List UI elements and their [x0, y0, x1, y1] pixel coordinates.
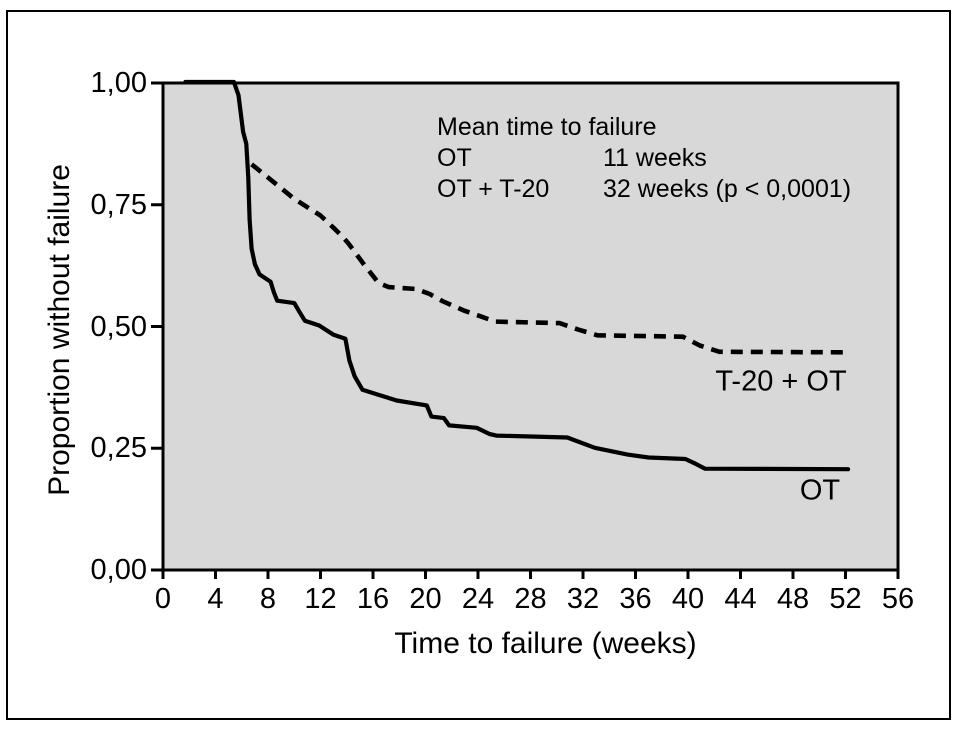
- x-tick-label: 24: [461, 583, 495, 615]
- annotation-title: Mean time to failure: [437, 113, 657, 141]
- x-tick-label: 16: [356, 583, 390, 615]
- x-tick-label: 48: [776, 583, 810, 615]
- x-tick-label: 8: [259, 583, 277, 615]
- annotation-row: OT 11 weeks: [437, 143, 851, 174]
- x-tick-label: 56: [881, 583, 915, 615]
- x-tick-label: 12: [304, 583, 337, 615]
- x-tick-label: 4: [207, 583, 224, 615]
- x-axis-title: Time to failure (weeks): [394, 627, 697, 660]
- y-tick-label: 0,25: [90, 432, 147, 465]
- annotation-row: OT + T-20 32 weeks (p < 0,0001): [437, 174, 851, 205]
- annotation-row-value: 11 weeks: [603, 144, 707, 172]
- series-t20-ot-curve: [250, 162, 843, 355]
- y-axis-ticks: [151, 81, 163, 572]
- plot-area: [161, 81, 900, 572]
- curve-label-t20-ot: T-20 + OT: [715, 365, 847, 398]
- annotation-box: Mean time to failure OT 11 weeks OT + T-…: [437, 112, 851, 205]
- x-tick-label: 0: [154, 583, 172, 615]
- x-axis-ticks: [161, 570, 900, 579]
- x-tick-label: 28: [514, 583, 547, 615]
- y-tick-label: 1,00: [90, 67, 147, 99]
- x-tick-label: 36: [619, 583, 652, 615]
- x-tick-label: 52: [829, 583, 862, 615]
- x-tick-label: 44: [724, 583, 757, 615]
- y-tick-label: 0,50: [90, 310, 147, 343]
- figure-border: [6, 10, 951, 720]
- y-tick-label: 0,00: [90, 554, 147, 586]
- y-tick-label: 0,75: [90, 188, 147, 221]
- x-tick-label: 40: [671, 583, 705, 615]
- annotation-row-label: OT + T-20: [437, 175, 550, 203]
- curve-label-ot: OT: [799, 474, 841, 507]
- x-tick-label: 20: [409, 583, 442, 615]
- series-ot-curve: [183, 79, 851, 472]
- annotation-row-value: 32 weeks (p < 0,0001): [603, 175, 852, 203]
- x-tick-label: 32: [566, 583, 600, 615]
- annotation-row-label: OT: [437, 144, 472, 172]
